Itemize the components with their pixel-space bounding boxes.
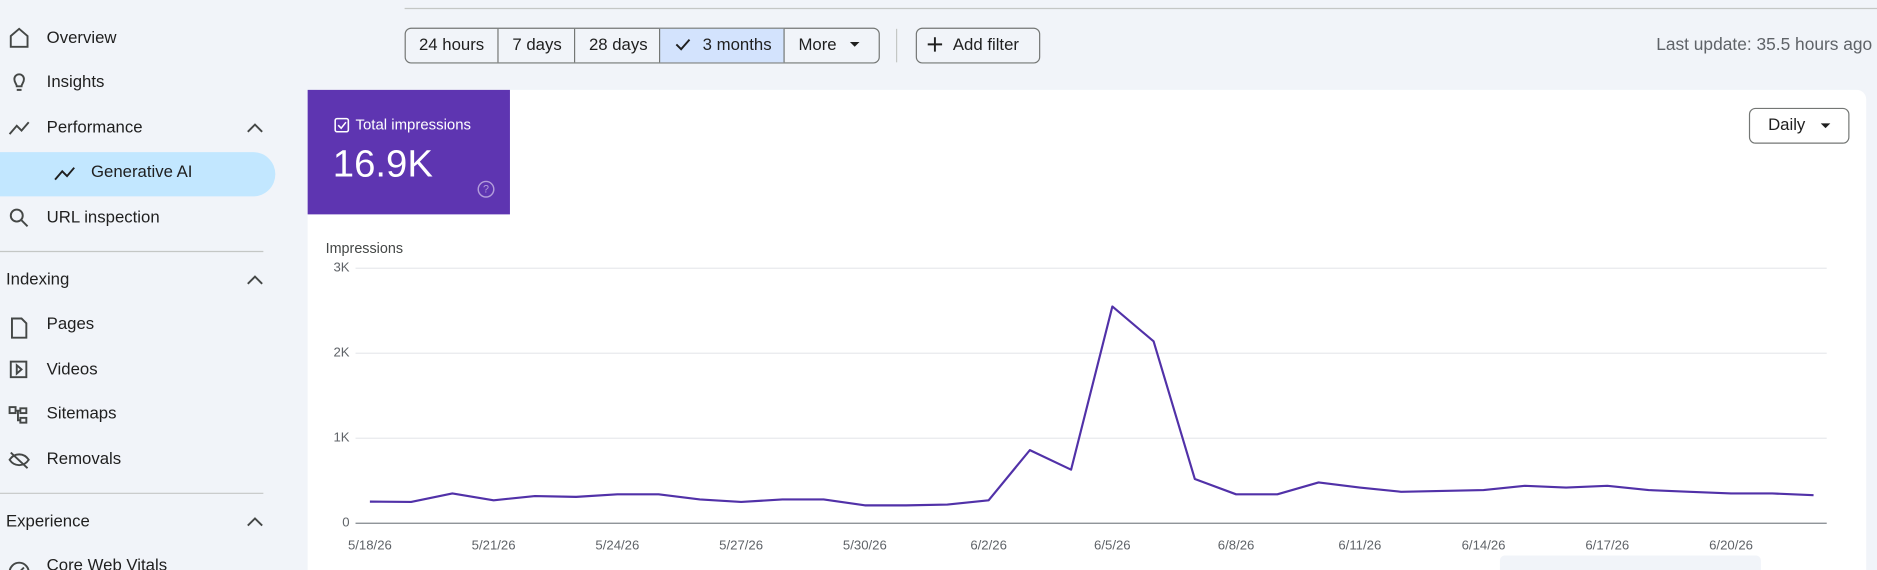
x-tick-label: 5/30/26 — [843, 537, 887, 552]
check-icon — [337, 121, 347, 130]
metric-value: 16.9K — [333, 143, 434, 186]
y-tick-label: 2K — [333, 345, 349, 360]
x-tick-label: 5/18/26 — [348, 537, 392, 552]
x-tick-label: 6/17/26 — [1585, 537, 1629, 552]
x-tick-label: 6/20/26 — [1709, 537, 1753, 552]
help-icon-glyph: ? — [483, 184, 489, 196]
metric-card[interactable] — [307, 89, 510, 215]
nav-section[interactable]: Experience — [6, 511, 90, 530]
y-tick-label: 0 — [342, 515, 349, 530]
x-tick-label: 5/24/26 — [595, 537, 639, 552]
add-filter-button[interactable] — [915, 27, 1041, 64]
y-tick-label: 1K — [333, 430, 349, 445]
nav-item[interactable]: Insights — [47, 72, 105, 91]
last-update: Last update: 35.5 hours ago — [1656, 34, 1872, 54]
range-button[interactable]: 7 days — [512, 35, 561, 54]
metric-label: Total impressions — [356, 117, 472, 134]
range-button[interactable]: 24 hours — [419, 35, 484, 54]
dropdown-icon — [1820, 123, 1831, 129]
nav-item[interactable]: URL inspection — [47, 207, 160, 226]
help-icon[interactable] — [477, 180, 495, 198]
nav-item[interactable]: Pages — [47, 314, 95, 333]
range-separators — [497, 28, 785, 63]
series-line — [369, 305, 1814, 507]
nav-item[interactable]: Videos — [47, 359, 98, 378]
nav-active-pill[interactable] — [0, 152, 276, 197]
overlay-edge — [1499, 555, 1761, 570]
x-tick-label: 5/21/26 — [472, 537, 516, 552]
nav-item[interactable]: Sitemaps — [47, 404, 117, 423]
nav-section[interactable]: Indexing — [6, 270, 69, 289]
range-button[interactable]: 28 days — [589, 35, 648, 54]
range-button[interactable]: 3 months — [703, 35, 772, 54]
y-tick-label: 3K — [333, 260, 349, 275]
check-icon — [675, 38, 691, 51]
chart-card — [307, 89, 1867, 570]
nav-item[interactable]: Overview — [47, 28, 118, 47]
granularity-label: Daily — [1768, 115, 1806, 134]
range-selected-bg — [659, 28, 785, 63]
nav-item[interactable]: Core Web Vitals — [47, 556, 167, 570]
x-tick-label: 6/5/26 — [1094, 537, 1131, 552]
nav-item[interactable]: Generative AI — [91, 162, 192, 181]
x-tick-label: 6/11/26 — [1338, 537, 1381, 552]
nav-item[interactable]: Removals — [47, 449, 121, 468]
x-tick-label: 6/2/26 — [970, 537, 1007, 552]
plus-icon — [927, 37, 943, 52]
x-tick-label: 6/8/26 — [1218, 537, 1255, 552]
dropdown-icon — [849, 41, 860, 47]
y-axis-title: Impressions — [326, 241, 403, 257]
add-filter-label[interactable]: Add filter — [953, 35, 1020, 54]
nav-icons — [8, 27, 263, 570]
x-tick-label: 5/27/26 — [719, 537, 763, 552]
x-tick-label: 6/14/26 — [1462, 537, 1506, 552]
metric-checkbox[interactable] — [334, 117, 350, 133]
nav-item[interactable]: Performance — [47, 118, 143, 137]
granularity-button[interactable] — [1748, 107, 1850, 144]
range-button[interactable]: More — [798, 35, 836, 54]
